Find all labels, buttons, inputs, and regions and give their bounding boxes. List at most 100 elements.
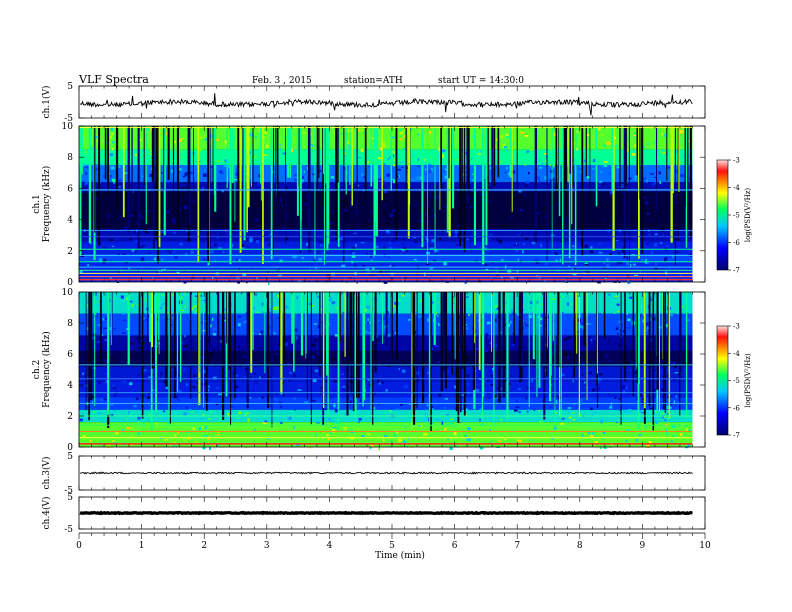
spectrum-pixel xyxy=(654,146,657,150)
spectrum-pixel xyxy=(666,432,669,436)
spectrum-pixel xyxy=(605,384,608,388)
spectrum-pixel xyxy=(300,206,304,211)
spectrum-pixel xyxy=(174,140,176,144)
spectrum-pixel xyxy=(184,304,186,308)
spectrum-pixel xyxy=(383,253,386,257)
spectrum-pixel xyxy=(316,352,320,356)
spectrum-pixel xyxy=(288,330,291,334)
spectrum-pixel xyxy=(212,276,214,279)
spectrum-pixel xyxy=(571,265,573,268)
spectrum-pixel xyxy=(426,263,429,265)
spectrum-pixel xyxy=(142,371,146,373)
spectrum-pixel xyxy=(555,253,559,256)
spectrum-pixel xyxy=(110,175,112,178)
spectrum-pixel xyxy=(279,144,281,146)
spectrum-pixel xyxy=(184,186,189,189)
spectrum-pixel xyxy=(369,298,372,300)
spectrum-pixel xyxy=(135,250,137,253)
spectrum-pixel xyxy=(572,143,575,145)
spectrum-pixel xyxy=(249,396,252,399)
sferic-streak xyxy=(193,126,194,193)
spectrum-pixel xyxy=(330,176,335,179)
spectrum-pixel xyxy=(580,398,583,402)
spectrum-pixel xyxy=(603,217,605,221)
spectrum-pixel xyxy=(608,392,610,396)
spectrum-pixel xyxy=(660,266,664,269)
spectrum-pixel xyxy=(224,143,227,146)
spectrum-pixel xyxy=(174,434,177,437)
spectrum-pixel xyxy=(126,418,128,421)
spectrum-pixel xyxy=(94,307,98,312)
spectrum-pixel xyxy=(103,327,108,330)
colorbar-tick-label: -7 xyxy=(733,267,740,275)
spectrum-pixel xyxy=(662,137,666,140)
spectrum-pixel xyxy=(531,127,535,130)
spectrum-pixel xyxy=(147,314,150,318)
spectrum-pixel xyxy=(363,176,366,179)
spectrum-pixel xyxy=(489,429,491,432)
spectrum-pixel xyxy=(343,427,347,430)
spectrum-pixel xyxy=(408,319,412,321)
spectrum-pixel xyxy=(363,130,365,134)
sferic-streak xyxy=(299,126,301,188)
spectrum-pixel xyxy=(249,238,253,243)
spectrum-pixel xyxy=(342,311,345,315)
spectrum-pixel xyxy=(437,358,441,361)
spectrum-pixel xyxy=(358,417,362,421)
spectrum-pixel xyxy=(342,152,347,155)
sferic-streak xyxy=(603,292,606,339)
sferic-streak xyxy=(659,292,660,412)
spectrum-pixel xyxy=(389,265,392,268)
sferic-streak xyxy=(352,292,355,411)
spectrum-pixel xyxy=(331,410,333,412)
spectrum-pixel xyxy=(328,418,331,420)
spectrum-pixel xyxy=(649,298,653,301)
spectrum-pixel xyxy=(518,410,521,414)
sferic-streak xyxy=(318,126,320,179)
spectrum-pixel xyxy=(134,221,139,223)
spectrum-pixel xyxy=(99,412,101,415)
sferic-streak xyxy=(372,292,374,425)
spectrum-pixel xyxy=(663,415,667,418)
sferic-streak xyxy=(94,126,96,233)
sferic-streak xyxy=(375,126,378,237)
y-axis-label: ch.4(V) xyxy=(41,497,52,530)
spectrum-pixel xyxy=(227,165,230,169)
spectrum-pixel xyxy=(239,364,241,367)
sferic-streak xyxy=(493,292,495,427)
spectrum-pixel xyxy=(658,237,660,239)
sferic-streak xyxy=(176,292,179,392)
spectrum-pixel xyxy=(184,172,189,175)
spectrum-pixel xyxy=(383,328,387,332)
spectrum-pixel xyxy=(645,258,647,261)
sferic-streak xyxy=(581,126,584,256)
spectrum-pixel xyxy=(443,262,447,266)
spectrum-pixel xyxy=(216,160,220,163)
spectrum-pixel xyxy=(667,374,669,378)
no-data-region xyxy=(692,126,705,282)
spectrum-pixel xyxy=(231,405,234,408)
spectrum-pixel xyxy=(241,244,245,247)
spectrum-pixel xyxy=(431,423,434,425)
spectrum-pixel xyxy=(564,349,566,352)
spectrum-pixel xyxy=(297,389,302,391)
spectrum-pixel xyxy=(103,294,107,296)
spectrum-pixel xyxy=(479,418,481,422)
spectrum-pixel xyxy=(487,335,490,340)
spectrum-pixel xyxy=(560,211,563,213)
sferic-streak xyxy=(390,292,392,352)
spectrum-pixel xyxy=(673,400,675,404)
spectrum-pixel xyxy=(271,299,275,301)
spectrum-pixel xyxy=(209,324,212,328)
spectrum-pixel xyxy=(414,240,418,244)
spectrum-pixel xyxy=(648,233,651,236)
sferic-streak xyxy=(327,126,330,244)
sferic-streak xyxy=(684,126,686,207)
spectrum-pixel xyxy=(111,178,116,182)
sferic-streak xyxy=(472,292,476,390)
spectrum-pixel xyxy=(672,217,674,221)
spectrum-pixel xyxy=(243,412,246,414)
spectrum-pixel xyxy=(435,191,437,193)
spectrum-pixel xyxy=(599,197,603,200)
spectrum-pixel xyxy=(567,407,572,410)
